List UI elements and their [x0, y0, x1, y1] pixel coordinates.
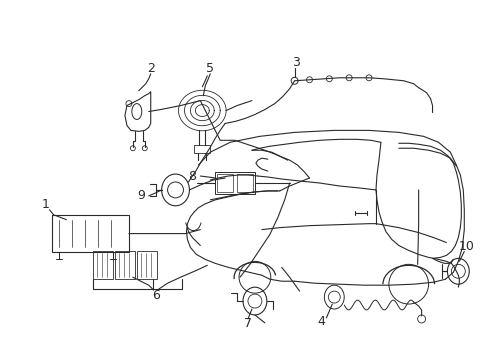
- Text: 6: 6: [151, 289, 159, 302]
- Text: 1: 1: [41, 198, 49, 211]
- Bar: [237, 174, 252, 192]
- Text: 8: 8: [188, 170, 196, 183]
- Text: 7: 7: [244, 318, 251, 330]
- Bar: [137, 251, 156, 279]
- Bar: [93, 251, 113, 279]
- Bar: [194, 145, 210, 153]
- Text: 10: 10: [457, 240, 473, 253]
- Text: 9: 9: [137, 189, 144, 202]
- Bar: [215, 172, 254, 194]
- Text: 3: 3: [291, 57, 299, 69]
- Bar: [115, 251, 135, 279]
- Text: 2: 2: [146, 62, 154, 75]
- Bar: [51, 215, 129, 252]
- Bar: [217, 174, 233, 192]
- Text: 4: 4: [317, 315, 325, 328]
- Text: 5: 5: [206, 62, 214, 75]
